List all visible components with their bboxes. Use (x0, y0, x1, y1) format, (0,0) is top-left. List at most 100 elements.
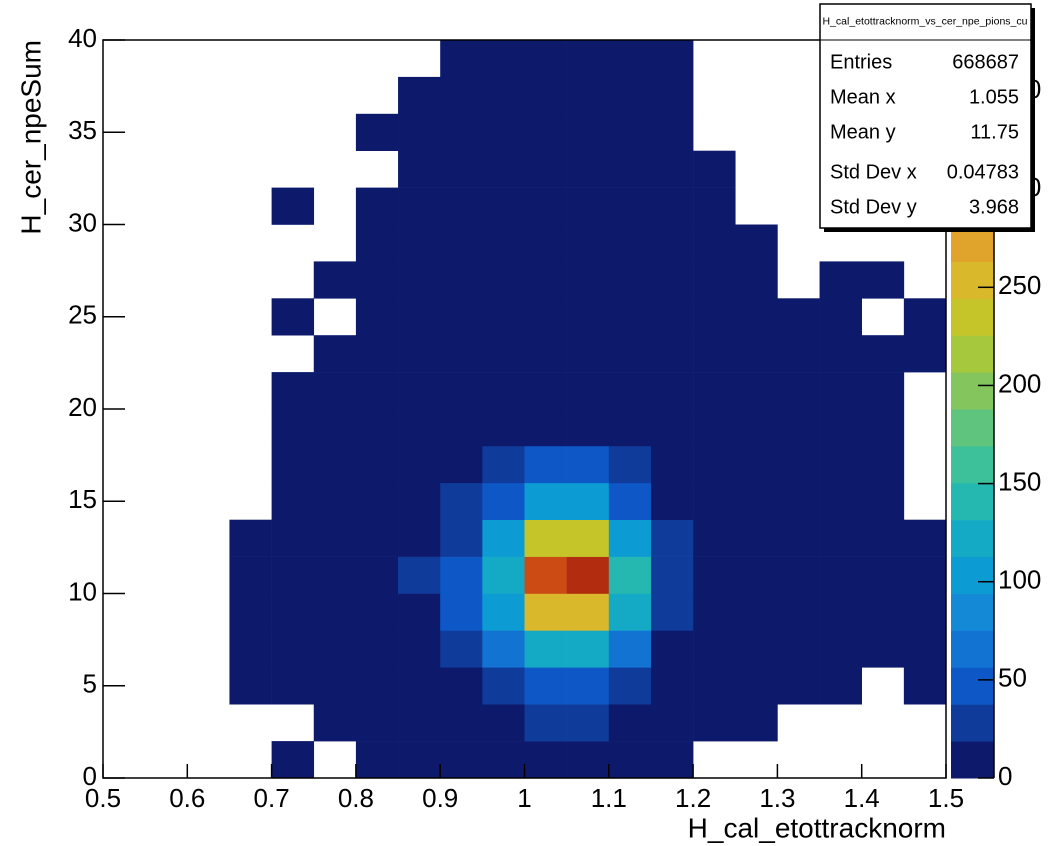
cell (145, 77, 187, 114)
cell (608, 261, 652, 299)
z-tick-label: 0 (998, 761, 1012, 791)
cell (440, 76, 483, 115)
cell (355, 593, 399, 631)
cell (524, 335, 567, 373)
cell (777, 704, 819, 741)
cell (103, 741, 145, 778)
cell (313, 409, 357, 447)
cell (272, 151, 314, 188)
cell (819, 261, 862, 299)
cell (355, 630, 399, 668)
cell (398, 261, 441, 299)
cell (229, 77, 271, 114)
cell (398, 40, 440, 77)
cell (314, 225, 356, 262)
cell (566, 113, 610, 151)
cell (103, 335, 145, 372)
cell (735, 114, 777, 151)
cell (861, 372, 905, 410)
cell (145, 520, 187, 557)
cell (103, 77, 145, 114)
cell (735, 741, 777, 778)
y-tick-label: 40 (68, 23, 97, 53)
cell (819, 519, 862, 557)
cell (482, 40, 525, 78)
cell (819, 298, 862, 336)
cells (103, 40, 947, 779)
cell (482, 519, 525, 557)
cell (145, 114, 187, 151)
cell (524, 298, 567, 336)
cell (440, 556, 483, 594)
cell (272, 40, 314, 77)
color-step (951, 298, 994, 336)
cell (735, 40, 777, 77)
cell (608, 187, 652, 225)
cell (271, 593, 315, 631)
cell (355, 409, 399, 447)
cell (693, 593, 736, 631)
cell (904, 409, 946, 446)
cell (693, 372, 736, 410)
cell (861, 482, 905, 520)
cell (819, 335, 862, 373)
cell (229, 40, 271, 77)
cell (650, 593, 694, 631)
cell (398, 224, 441, 262)
cell (398, 372, 441, 410)
cell (187, 298, 229, 335)
cell (566, 298, 610, 336)
cell (524, 261, 567, 299)
y-tick-label: 5 (83, 669, 97, 699)
cell (608, 372, 652, 410)
cell (229, 114, 271, 151)
cell (777, 519, 820, 557)
cell (271, 187, 315, 225)
cell (229, 335, 271, 372)
cell (777, 482, 820, 520)
cell (777, 188, 819, 225)
cell (735, 77, 777, 114)
cell (355, 482, 399, 520)
cell (187, 557, 229, 594)
cell (650, 409, 694, 447)
cell (272, 77, 314, 114)
cell (482, 224, 525, 262)
cell (819, 667, 862, 705)
cell (777, 40, 819, 77)
cell (313, 372, 357, 410)
cell (229, 151, 271, 188)
cell (693, 261, 736, 299)
cell (187, 594, 229, 631)
cell (398, 335, 441, 373)
cell (440, 704, 483, 742)
stats-label: Mean x (830, 86, 896, 108)
cell (398, 409, 441, 447)
cell (903, 519, 947, 557)
cell (440, 630, 483, 668)
cell (777, 114, 819, 151)
cell (355, 519, 399, 557)
cell (187, 630, 229, 667)
cell (271, 298, 315, 336)
cell (145, 741, 187, 778)
cell (398, 113, 441, 151)
cell (650, 187, 694, 225)
y-axis-title: H_cer_npeSum (15, 40, 46, 235)
cell (861, 261, 905, 299)
cell (904, 446, 946, 483)
color-step (951, 372, 994, 410)
cell (482, 372, 525, 410)
cell (271, 741, 315, 779)
cell (355, 298, 399, 336)
cell (861, 409, 905, 447)
cell (187, 225, 229, 262)
cell (229, 188, 271, 225)
x-tick-label: 0.8 (338, 783, 374, 813)
cell (398, 667, 441, 705)
cell (145, 704, 187, 741)
cell (313, 335, 357, 373)
cell (145, 446, 187, 483)
cell (650, 667, 694, 705)
cell (145, 630, 187, 667)
